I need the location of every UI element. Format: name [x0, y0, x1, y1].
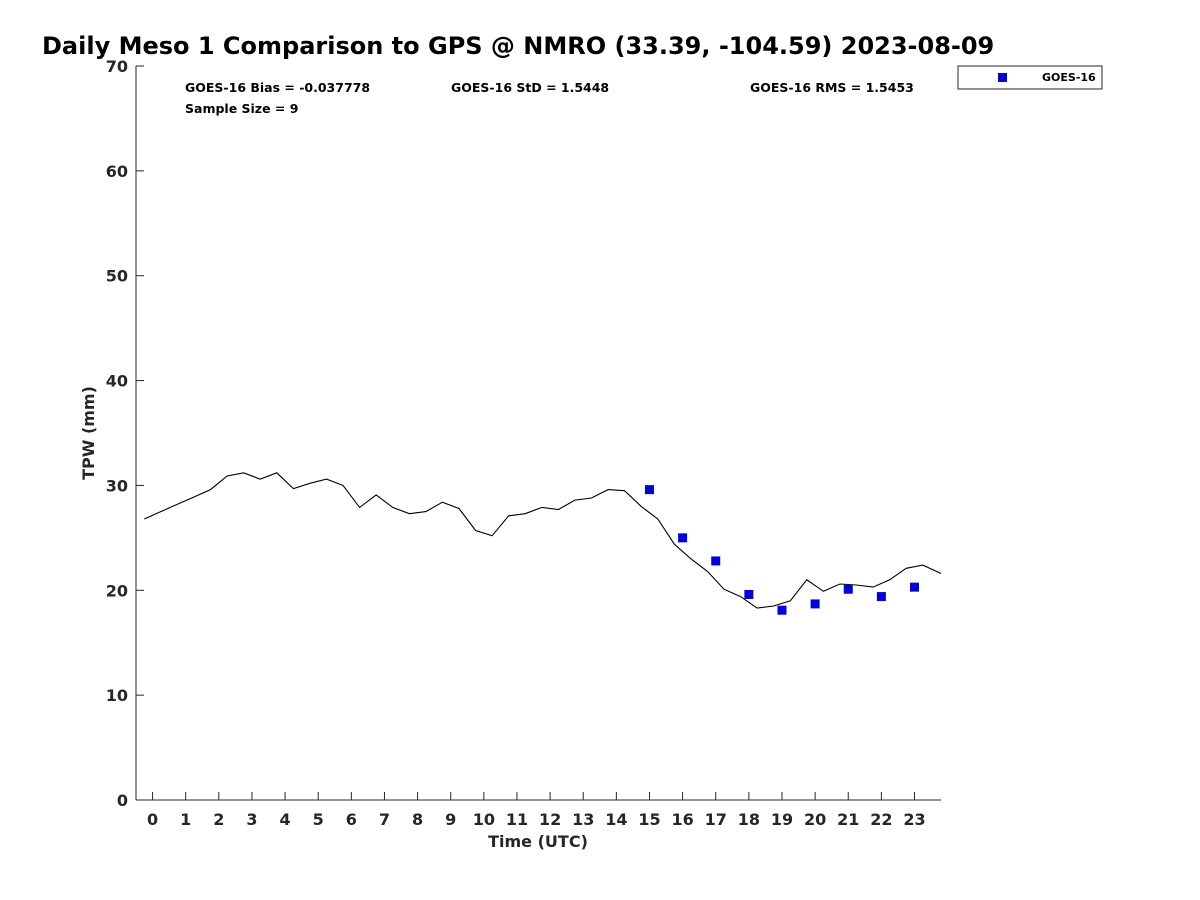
- goes16-point: [744, 589, 754, 599]
- x-tick-label: 17: [705, 810, 727, 829]
- x-tick-label: 21: [837, 810, 859, 829]
- goes16-point: [810, 599, 820, 609]
- x-tick-label: 7: [379, 810, 390, 829]
- x-tick-label: 11: [506, 810, 528, 829]
- x-tick-label: 19: [771, 810, 793, 829]
- y-tick-label: 40: [106, 372, 128, 391]
- x-tick-label: 16: [671, 810, 693, 829]
- stat-std: GOES-16 StD = 1.5448: [451, 80, 609, 95]
- x-axis-label: Time (UTC): [488, 832, 588, 851]
- legend-box: [957, 65, 1103, 90]
- y-axis-label: TPW (mm): [79, 386, 98, 480]
- x-tick-label: 10: [473, 810, 495, 829]
- goes16-point: [711, 556, 721, 566]
- goes16-point: [777, 605, 787, 615]
- x-tick-label: 14: [605, 810, 627, 829]
- y-tick-label: 50: [106, 267, 128, 286]
- x-tick-label: 6: [346, 810, 357, 829]
- x-tick-label: 3: [246, 810, 257, 829]
- goes16-point: [843, 584, 853, 594]
- goes16-point: [876, 592, 886, 602]
- stat-sample-size: Sample Size = 9: [185, 101, 298, 116]
- x-tick-label: 5: [313, 810, 324, 829]
- legend: GOES-16: [957, 65, 1103, 90]
- x-tick-label: 22: [870, 810, 892, 829]
- goes16-point: [678, 533, 688, 543]
- x-tick-label: 1: [180, 810, 191, 829]
- x-tick-label: 0: [147, 810, 158, 829]
- goes16-point: [909, 582, 919, 592]
- y-tick-label: 10: [106, 686, 128, 705]
- x-tick-label: 20: [804, 810, 826, 829]
- x-tick-label: 8: [412, 810, 423, 829]
- goes16-point: [644, 485, 654, 495]
- x-tick-label: 13: [572, 810, 594, 829]
- x-tick-label: 15: [638, 810, 660, 829]
- x-tick-label: 18: [738, 810, 760, 829]
- stat-bias: GOES-16 Bias = -0.037778: [185, 80, 370, 95]
- legend-marker-goes16: [998, 73, 1007, 82]
- legend-label-goes16: GOES-16: [1042, 71, 1096, 84]
- x-tick-label: 9: [445, 810, 456, 829]
- y-axis-ticks: 0 10 20 30 40 50 60 70: [106, 57, 144, 810]
- y-tick-label: 30: [106, 476, 128, 495]
- y-tick-label: 20: [106, 581, 128, 600]
- stat-rms: GOES-16 RMS = 1.5453: [750, 80, 914, 95]
- series-layer: [144, 472, 942, 615]
- x-tick-label: 12: [539, 810, 561, 829]
- x-tick-label: 23: [903, 810, 925, 829]
- chart-title: Daily Meso 1 Comparison to GPS @ NMRO (3…: [42, 32, 994, 60]
- x-tick-label: 2: [213, 810, 224, 829]
- y-tick-label: 70: [106, 57, 128, 76]
- y-tick-label: 60: [106, 162, 128, 181]
- x-tick-label: 4: [280, 810, 291, 829]
- x-axis-ticks: 0 1 2 3 4 5 6 7 8 9 10 11 12 13 14 15 16 17 18 19 20 21 22 23: [147, 792, 926, 829]
- y-tick-label: 0: [117, 791, 128, 810]
- gps-tpw-line: [144, 472, 942, 609]
